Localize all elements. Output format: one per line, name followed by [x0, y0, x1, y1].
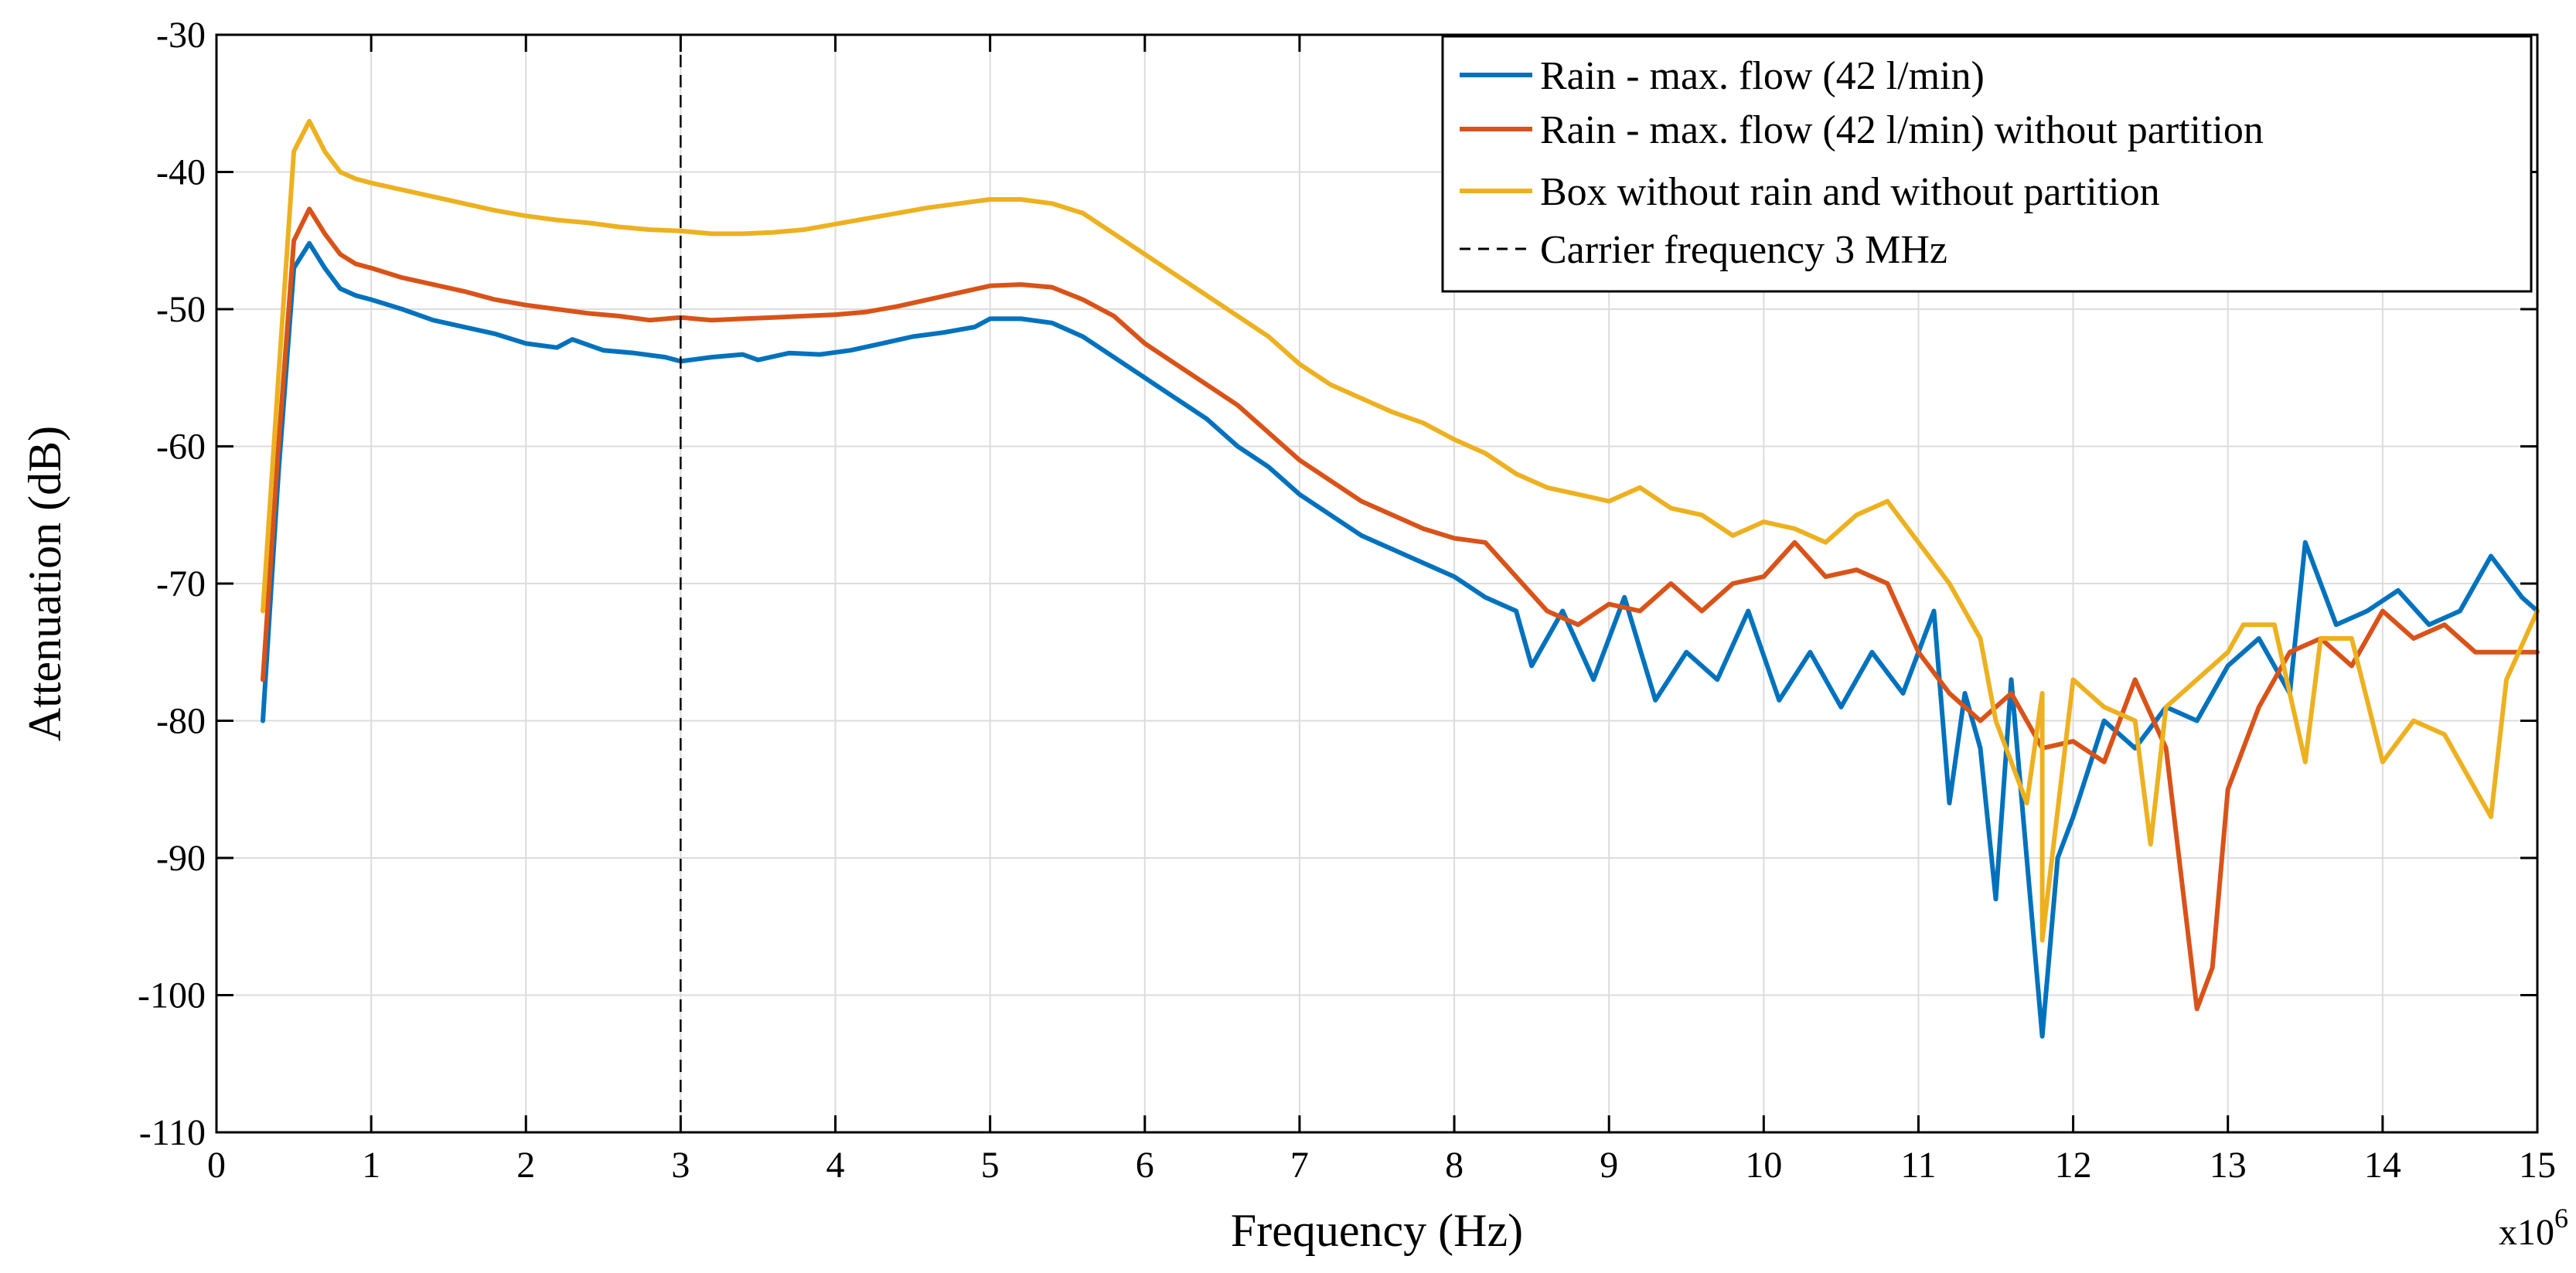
x-tick-label: 13 [2210, 1145, 2247, 1186]
x-tick-label: 12 [2055, 1145, 2092, 1186]
series-layer [261, 118, 2540, 1039]
legend-box [1441, 35, 2533, 293]
x-tick-label: 6 [1136, 1145, 1154, 1186]
x-axis-title: Frequency (Hz) [1231, 1205, 1523, 1256]
x-tick-label: 2 [516, 1145, 535, 1186]
y-tick-label: -90 [156, 838, 206, 879]
x-tick-label: 4 [826, 1145, 845, 1186]
y-tick-label: -60 [156, 427, 206, 468]
x-tick-label: 11 [1900, 1145, 1936, 1186]
x-tick-label: 9 [1600, 1145, 1618, 1186]
y-tick-label: -50 [156, 289, 206, 330]
x-tick-label: 5 [981, 1145, 1000, 1186]
x-multiplier-base: x10 [2499, 1212, 2554, 1253]
legend-label-box-without-rain: Box without rain and without partition [1540, 170, 2160, 214]
series-line-0 [261, 240, 2540, 1039]
legend-label-rain-max-flow: Rain - max. flow (42 l/min) [1540, 54, 1985, 98]
legend: Rain - max. flow (42 l/min) Rain - max. … [1441, 35, 2533, 293]
x-tick-label: 10 [1745, 1145, 1782, 1186]
x-tick-label: 3 [671, 1145, 690, 1186]
y-tick-label: -80 [156, 701, 206, 742]
x-tick-label: 8 [1445, 1145, 1463, 1186]
x-tick-label: 14 [2364, 1145, 2401, 1186]
y-tick-label: -100 [138, 975, 206, 1016]
series-line-2 [261, 118, 2540, 943]
x-tick-label: 0 [207, 1145, 226, 1186]
x-tick-label: 1 [362, 1145, 380, 1186]
x-tick-labels: 0 1 2 3 4 5 6 7 8 9 10 11 12 13 14 15 [207, 1145, 2556, 1186]
y-tick-label: -110 [139, 1112, 206, 1153]
x-multiplier: x106 [2499, 1203, 2568, 1253]
y-tick-label: -40 [156, 152, 206, 193]
y-axis-title: Attenuation (dB) [19, 426, 70, 741]
series-line-1 [261, 206, 2540, 1012]
y-tick-labels: -30 -40 -50 -60 -70 -80 -90 -100 -110 [138, 15, 206, 1153]
y-tick-label: -30 [156, 15, 206, 56]
y-tick-label: -70 [156, 563, 206, 604]
x-tick-label: 7 [1290, 1145, 1309, 1186]
legend-label-carrier-frequency: Carrier frequency 3 MHz [1540, 228, 1947, 272]
legend-label-rain-without-partition: Rain - max. flow (42 l/min) without part… [1540, 108, 2264, 152]
x-multiplier-exponent: 6 [2554, 1203, 2568, 1234]
x-tick-label: 15 [2519, 1145, 2556, 1186]
